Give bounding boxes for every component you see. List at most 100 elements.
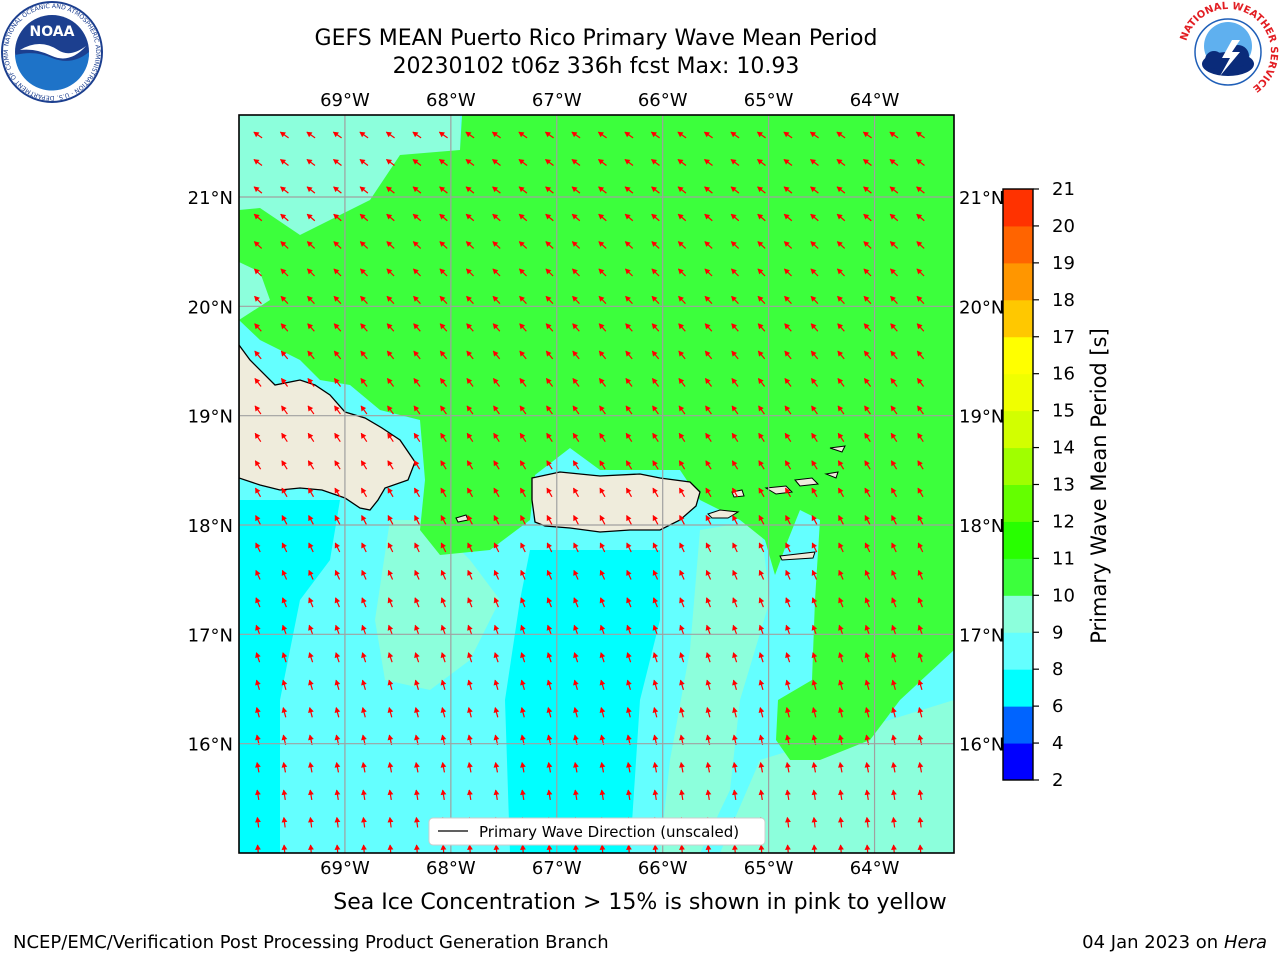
colorbar-tick-label: 9	[1052, 622, 1063, 643]
wave-arrow-head	[361, 597, 367, 604]
wave-arrow-head	[573, 624, 579, 631]
wave-arrow-head	[625, 350, 632, 357]
wave-arrow-head	[413, 350, 420, 357]
wave-arrow-head	[573, 460, 579, 467]
wave-arrow-head	[889, 268, 896, 275]
wave-arrow-head	[917, 789, 924, 796]
wave-arrow-head	[652, 432, 658, 439]
wave-arrow-head	[891, 542, 897, 549]
noaa-logo: NATIONAL OCEANIC AND ATMOSPHERIC ADMINIS…	[0, 0, 103, 103]
wave-arrow-head	[732, 487, 738, 494]
wave-arrow-head	[413, 295, 419, 302]
wave-arrow-head	[281, 515, 287, 522]
wave-arrow-head	[917, 405, 923, 412]
wave-arrow-head	[573, 487, 579, 494]
wave-arrow-head	[705, 569, 712, 576]
wave-arrow-head	[758, 624, 765, 631]
wave-arrow-head	[520, 707, 526, 713]
wave-arrow-head	[783, 268, 790, 275]
wave-arrow-head	[387, 432, 393, 439]
wave-arrow-head	[572, 378, 579, 385]
wave-arrow-head	[546, 542, 552, 549]
land-anegada	[829, 445, 846, 453]
wave-arrow-head	[785, 734, 791, 741]
wave-arrow-head	[811, 432, 817, 439]
wave-arrow-head	[626, 844, 632, 850]
wave-arrow-head	[545, 268, 552, 275]
wave-arrow-head	[917, 487, 923, 494]
wave-arrow-head	[889, 159, 896, 165]
latitude-label: 21°N	[959, 188, 1004, 209]
wave-arrow-head	[785, 652, 791, 659]
latitude-label: 19°N	[959, 407, 1004, 428]
longitude-label: 69°W	[320, 90, 370, 111]
wave-arrow-head	[520, 487, 526, 494]
wave-arrow-head	[891, 460, 897, 467]
wave-arrow-head	[837, 405, 844, 412]
land-st-croix	[779, 551, 816, 561]
longitude-label: 69°W	[320, 858, 370, 879]
wave-arrow-head	[439, 159, 445, 165]
wave-arrow-head	[280, 213, 287, 220]
colorbar-segment	[1003, 484, 1033, 522]
wave-arrow-head	[493, 432, 499, 439]
wave-arrow-head	[679, 789, 685, 796]
wave-arrow-head	[679, 569, 685, 576]
latitude-label: 19°N	[188, 407, 233, 428]
wave-arrow-head	[308, 460, 314, 467]
wave-arrow-head	[546, 432, 552, 439]
wave-arrow-head	[599, 432, 605, 439]
wave-arrow-head	[519, 378, 526, 385]
land-hispaniola	[239, 343, 416, 511]
wave-arrow-head	[652, 378, 658, 385]
wave-arrow-head	[573, 597, 579, 604]
wave-arrow-head	[519, 323, 525, 330]
wave-arrow-head	[520, 515, 526, 522]
wave-arrow-head	[255, 816, 261, 823]
wave-arrow-head	[546, 569, 553, 576]
wave-arrow-head	[306, 241, 313, 247]
wave-arrow-head	[386, 295, 393, 302]
wave-arrow-head	[599, 542, 605, 549]
colorbar-tick-label: 16	[1052, 364, 1075, 385]
wave-arrow-head	[281, 789, 288, 796]
wave-arrow-head	[440, 597, 447, 604]
wave-arrow-head	[652, 569, 659, 576]
wave-arrow-head	[758, 378, 764, 385]
wave-arrow-head	[493, 569, 500, 576]
wave-arrow-head	[492, 159, 498, 165]
wave-arrow-head	[385, 131, 392, 138]
colorbar-ticks: 2 4 6 8 9 10 11 12 13 14 15 16 17 18 19 20 21	[1033, 179, 1075, 791]
wave-arrow-head	[599, 597, 606, 604]
colorbar-label: Primary Wave Mean Period [s]	[1087, 328, 1111, 644]
wave-arrow-head	[519, 295, 525, 302]
wave-arrow-head	[520, 652, 526, 659]
wave-arrow-head	[705, 515, 711, 522]
wave-arrow-head	[361, 542, 367, 549]
wave-arrow-head	[838, 789, 844, 796]
wave-arrow-head	[917, 624, 924, 631]
wave-arrow-head	[281, 734, 288, 741]
wave-arrow-head	[652, 624, 659, 631]
wave-arrow-head	[281, 460, 287, 467]
wave-arrow-head	[599, 378, 605, 385]
wave-arrow-head	[811, 515, 817, 522]
wave-arrow-head	[758, 844, 765, 850]
wave-arrow-head	[493, 652, 500, 659]
wave-arrow-head	[308, 652, 314, 659]
wave-arrow-head	[863, 268, 870, 275]
wave-arrow-head	[572, 350, 579, 357]
wave-arrow-head	[758, 734, 765, 741]
wave-arrow-head	[307, 295, 313, 302]
colorbar-tick-label: 2	[1052, 770, 1063, 791]
wave-arrow-head	[730, 213, 737, 220]
wave-arrow-head	[492, 268, 499, 275]
wave-arrow-head	[544, 131, 551, 138]
wave-arrow-head	[756, 131, 763, 138]
wave-arrow-head	[864, 432, 870, 439]
wave-arrow-head	[679, 761, 685, 768]
wave-arrow-head	[864, 761, 871, 768]
wave-arrow-head	[891, 652, 897, 659]
wave-arrow-head	[891, 789, 897, 796]
wave-arrow-head	[546, 652, 553, 659]
